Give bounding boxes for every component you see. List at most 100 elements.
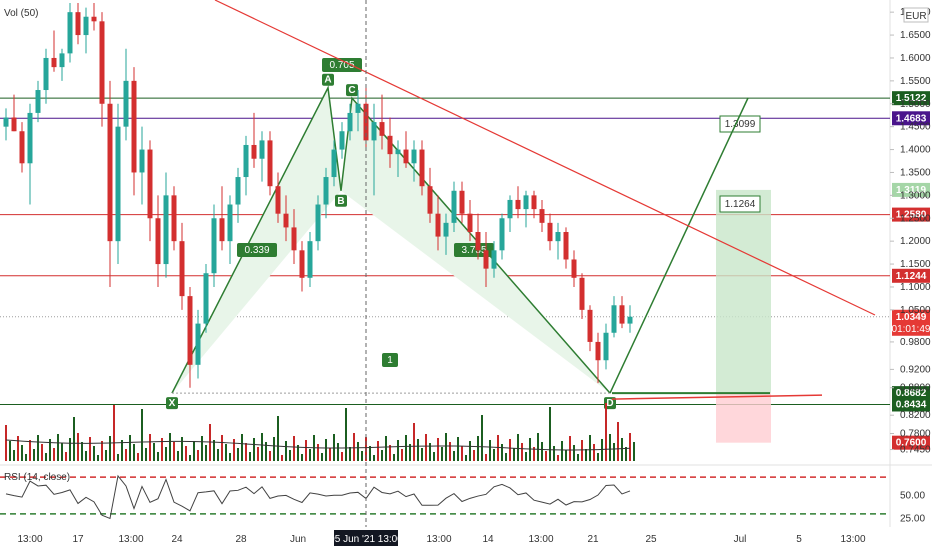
volume-bar	[217, 449, 219, 461]
candle-body	[371, 122, 377, 141]
x-tick-label: 14	[482, 534, 494, 545]
projection-label: 1.1264	[725, 199, 756, 210]
y-tick-label: 1.6500	[900, 30, 931, 41]
volume-bar	[505, 453, 507, 461]
volume-bar	[433, 452, 435, 461]
volume-bar	[617, 422, 619, 461]
volume-bar	[77, 433, 79, 461]
volume-bar	[41, 444, 43, 461]
volume-bar	[261, 433, 263, 461]
candle-body	[627, 316, 633, 324]
price-line-value: 0.7600	[896, 438, 927, 449]
price-candles	[3, 3, 633, 388]
volume-bar	[237, 448, 239, 461]
volume-bar	[201, 436, 203, 461]
rsi-pane[interactable]	[0, 465, 890, 527]
volume-bar	[525, 452, 527, 461]
volume-bar	[277, 416, 279, 461]
candle-body	[379, 122, 385, 136]
volume-bar	[125, 449, 127, 461]
target-zone	[716, 189, 771, 394]
volume-bar	[81, 442, 83, 461]
pattern-point-c	[346, 84, 358, 97]
volume-bar	[413, 423, 415, 461]
rsi-legend: RSI (14, close)	[4, 472, 70, 483]
currency-badge[interactable]	[903, 7, 929, 23]
crosshair-date-box	[334, 530, 398, 546]
volume-bar	[197, 450, 199, 461]
volume-bar	[597, 453, 599, 461]
volume-bar	[149, 434, 151, 461]
volume-bar	[301, 454, 303, 461]
volume-bar	[153, 443, 155, 461]
rsi-tick-label: 50.00	[900, 491, 925, 502]
volume-bar	[465, 455, 467, 461]
volume-bar	[425, 434, 427, 461]
volume-bar	[633, 442, 635, 461]
volume-bar	[381, 450, 383, 461]
volume-bar	[173, 442, 175, 461]
price-axis: 1.70001.65001.60001.55001.50001.45001.40…	[890, 7, 931, 456]
pattern-point-label: A	[324, 75, 331, 86]
volume-bar	[45, 453, 47, 461]
candle-body	[347, 112, 353, 132]
countdown-label: 01:01:49	[892, 324, 931, 335]
candle-body	[3, 117, 9, 127]
volume-bar	[493, 449, 495, 461]
volume-bar	[341, 452, 343, 461]
volume-bar	[389, 445, 391, 461]
volume-ma-line	[5, 439, 631, 451]
price-line-value: 1.4683	[896, 113, 927, 124]
pattern-point-x	[166, 397, 178, 410]
pattern-ratio-label: 3.755	[461, 245, 486, 256]
volume-bar	[429, 443, 431, 461]
volume-bar	[181, 437, 183, 461]
volume-bar	[609, 434, 611, 461]
candle-body	[395, 149, 401, 155]
candle-body	[259, 140, 265, 159]
volume-bar	[573, 445, 575, 461]
candle-body	[299, 250, 305, 278]
volume-bar	[281, 455, 283, 461]
candle-body	[219, 218, 225, 242]
volume-bar	[13, 450, 15, 461]
volume-bar	[385, 436, 387, 461]
price-line-badge	[892, 182, 930, 197]
last-price-value: 1.0349	[896, 312, 927, 323]
pattern-point-label: D	[606, 398, 613, 409]
candle-body	[611, 305, 617, 333]
y-tick-label: 1.5500	[900, 76, 931, 87]
volume-bar	[545, 451, 547, 461]
volume-bar	[377, 441, 379, 461]
projection-leg	[609, 97, 749, 394]
volume-bar	[61, 443, 63, 461]
candle-body	[275, 186, 281, 214]
x-tick-label: 13:00	[17, 534, 42, 545]
candle-body	[35, 90, 41, 113]
volume-bar	[49, 439, 51, 461]
volume-bar	[569, 436, 571, 461]
volume-bar	[405, 435, 407, 461]
volume-bar	[621, 438, 623, 461]
volume-bar	[357, 442, 359, 461]
candle-body	[435, 213, 441, 237]
candle-body	[579, 277, 585, 310]
volume-bar	[17, 436, 19, 461]
volume-bar	[393, 454, 395, 461]
volume-bar	[85, 451, 87, 461]
volume-bar	[541, 442, 543, 461]
candle-body	[59, 53, 65, 68]
volume-bar	[213, 440, 215, 461]
volume-bar	[373, 455, 375, 461]
rsi-tick-label: 25.00	[900, 513, 925, 524]
x-tick-label: 13:00	[426, 534, 451, 545]
volume-bar	[309, 449, 311, 461]
volume-bar	[549, 407, 551, 461]
candle-body	[619, 305, 625, 324]
x-tick-label: 24	[171, 534, 183, 545]
volume-bar	[417, 439, 419, 461]
price-line-value: 1.5122	[896, 93, 927, 104]
candle-body	[563, 232, 569, 260]
volume-bar	[501, 444, 503, 461]
